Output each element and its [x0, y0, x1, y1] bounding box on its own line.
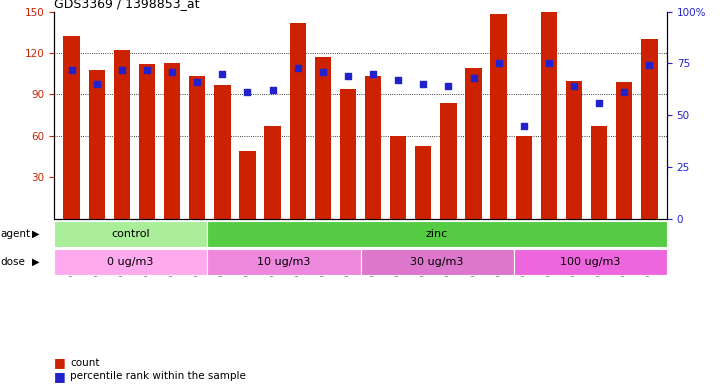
Point: [443, 83, 454, 89]
Text: zinc: zinc: [426, 229, 448, 239]
Text: ■: ■: [54, 356, 66, 369]
Bar: [360, 249, 513, 275]
Bar: [390, 136, 407, 219]
Bar: [114, 50, 130, 219]
Bar: [214, 85, 231, 219]
Point: [493, 60, 505, 66]
Bar: [415, 146, 431, 219]
Bar: [189, 76, 205, 219]
Bar: [290, 23, 306, 219]
Bar: [208, 221, 667, 247]
Text: ■: ■: [54, 370, 66, 383]
Bar: [566, 81, 582, 219]
Point: [644, 62, 655, 68]
Bar: [441, 103, 456, 219]
Point: [167, 69, 178, 75]
Bar: [239, 151, 256, 219]
Point: [543, 60, 554, 66]
Point: [392, 77, 404, 83]
Bar: [54, 249, 208, 275]
Point: [91, 81, 102, 87]
Text: ▶: ▶: [32, 257, 39, 267]
Bar: [314, 57, 331, 219]
Text: GDS3369 / 1398853_at: GDS3369 / 1398853_at: [54, 0, 200, 10]
Text: count: count: [70, 358, 99, 368]
Text: ▶: ▶: [32, 229, 39, 239]
Bar: [616, 82, 632, 219]
Bar: [139, 64, 155, 219]
Text: control: control: [111, 229, 150, 239]
Bar: [541, 12, 557, 219]
Bar: [89, 70, 105, 219]
Text: agent: agent: [1, 229, 31, 239]
Point: [242, 89, 253, 96]
Bar: [591, 126, 607, 219]
Text: dose: dose: [1, 257, 26, 267]
Point: [317, 69, 329, 75]
Point: [593, 100, 605, 106]
Text: percentile rank within the sample: percentile rank within the sample: [70, 371, 246, 381]
Text: 30 ug/m3: 30 ug/m3: [410, 257, 464, 267]
Point: [518, 122, 529, 129]
Point: [619, 89, 630, 96]
Point: [342, 73, 354, 79]
Bar: [513, 249, 667, 275]
Point: [417, 81, 429, 87]
Bar: [365, 76, 381, 219]
Point: [468, 75, 479, 81]
Text: 10 ug/m3: 10 ug/m3: [257, 257, 311, 267]
Point: [141, 66, 153, 73]
Point: [66, 66, 77, 73]
Bar: [641, 39, 658, 219]
Bar: [516, 136, 532, 219]
Point: [568, 83, 580, 89]
Bar: [164, 63, 180, 219]
Point: [116, 66, 128, 73]
Bar: [63, 36, 80, 219]
Bar: [490, 14, 507, 219]
Bar: [465, 68, 482, 219]
Text: 100 ug/m3: 100 ug/m3: [560, 257, 621, 267]
Bar: [340, 89, 356, 219]
Bar: [265, 126, 280, 219]
Point: [216, 71, 228, 77]
Bar: [208, 249, 360, 275]
Point: [367, 71, 379, 77]
Bar: [54, 221, 208, 247]
Point: [292, 65, 304, 71]
Point: [192, 79, 203, 85]
Point: [267, 87, 278, 93]
Text: 0 ug/m3: 0 ug/m3: [107, 257, 154, 267]
